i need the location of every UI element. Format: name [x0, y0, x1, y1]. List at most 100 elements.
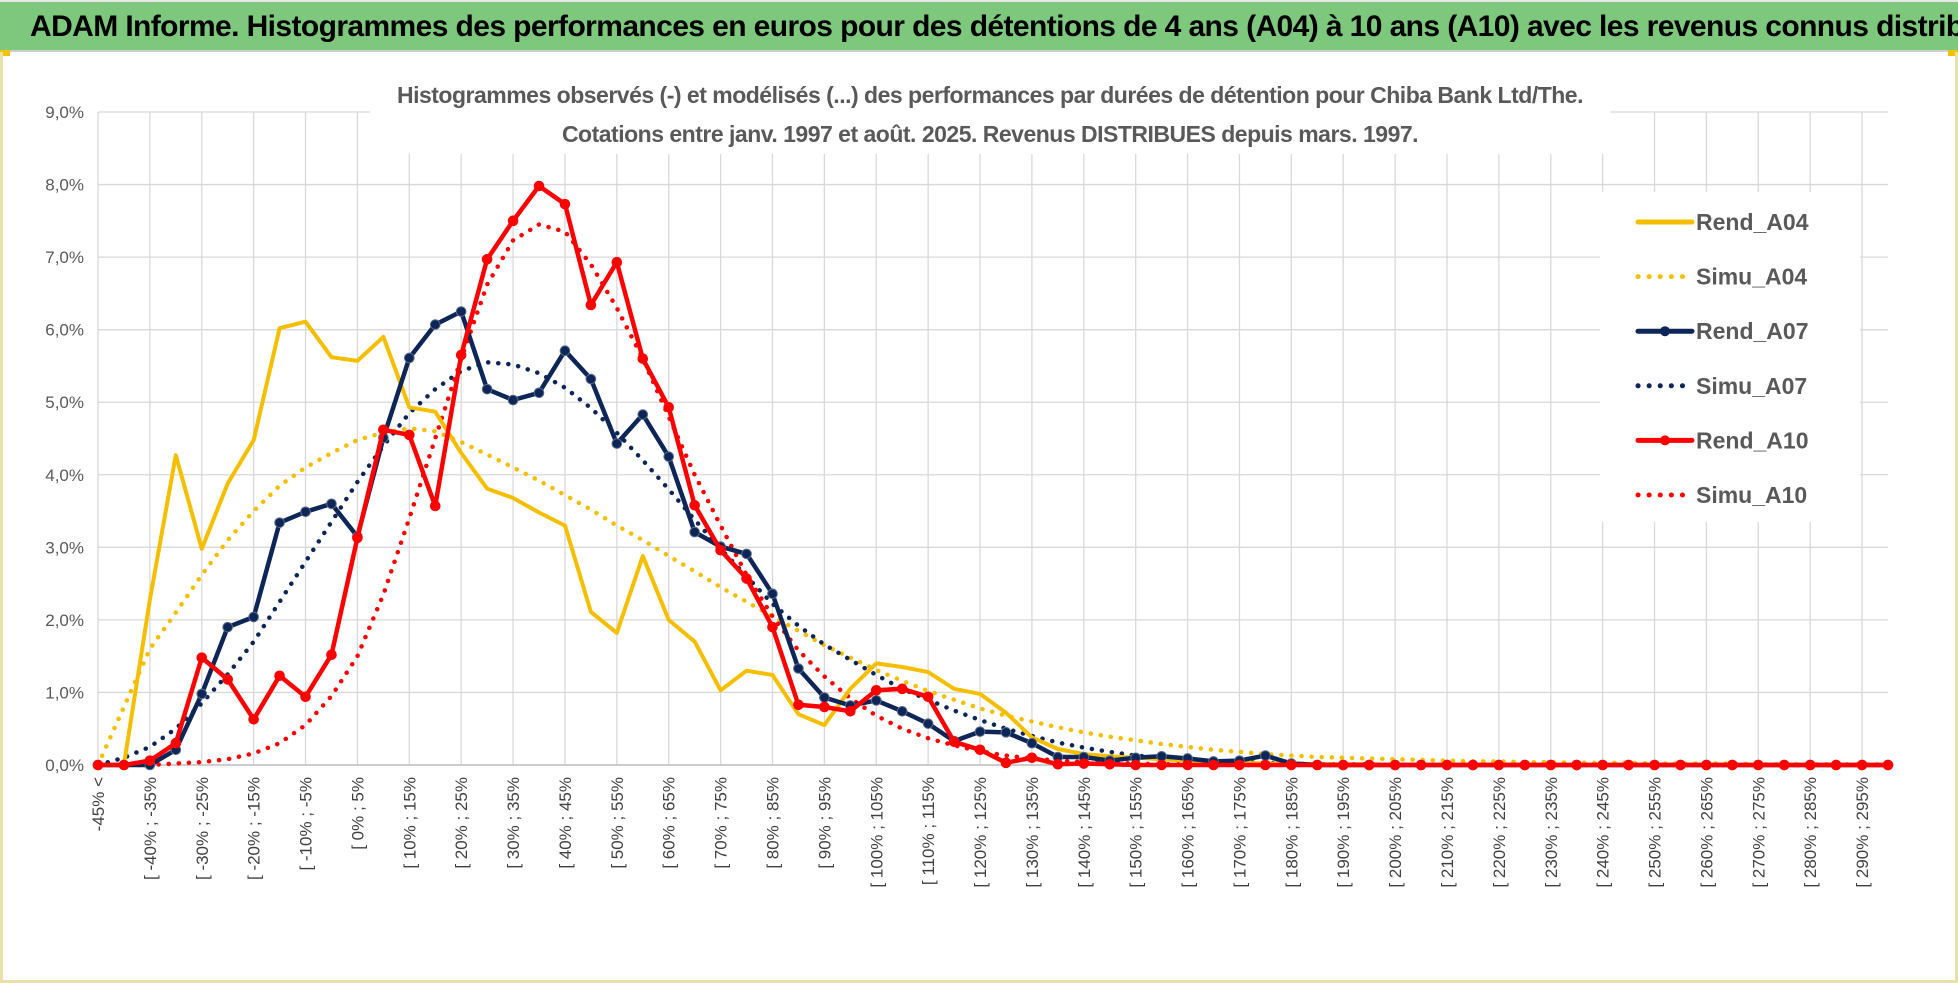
x-tick-label: [ 130% ; 135%	[1023, 777, 1042, 888]
data-point	[118, 759, 130, 771]
y-tick-label: 8,0%	[45, 176, 84, 195]
data-point	[741, 548, 752, 560]
y-tick-label: 9,0%	[45, 103, 84, 122]
x-tick-label: -45% <	[89, 777, 108, 831]
data-point	[715, 544, 726, 556]
y-tick-label: 4,0%	[45, 466, 84, 485]
data-point	[248, 713, 259, 725]
data-point	[507, 394, 519, 406]
data-point	[1571, 759, 1582, 771]
x-tick-label: [ 140% ; 145%	[1075, 777, 1094, 888]
data-point	[1000, 727, 1012, 738]
data-point	[870, 684, 882, 696]
x-tick-label: [ 160% ; 165%	[1179, 777, 1198, 888]
data-point	[222, 621, 234, 633]
x-tick-label: [ 40% ; 45%	[556, 777, 575, 869]
data-point	[1467, 759, 1479, 771]
data-point	[1649, 759, 1660, 771]
x-axis-ticks: -45% < [ -40% ; -35% [ -30% ; -25% [ -20% ;…	[89, 777, 1872, 888]
data-point	[378, 424, 389, 436]
data-point	[455, 349, 467, 361]
data-point	[1208, 759, 1219, 771]
data-point	[1597, 759, 1608, 771]
data-point	[429, 500, 441, 512]
data-point	[819, 692, 830, 703]
data-point	[1675, 759, 1686, 771]
data-point	[663, 451, 675, 462]
data-point	[689, 526, 700, 538]
legend-label: Simu_A10	[1696, 482, 1807, 508]
data-point	[767, 588, 778, 600]
legend-label: Simu_A07	[1696, 373, 1807, 399]
x-tick-label: [ 210% ; 215%	[1438, 777, 1457, 888]
data-point	[637, 409, 649, 420]
data-point	[326, 498, 337, 510]
data-point	[1337, 759, 1349, 771]
data-point	[585, 373, 597, 385]
data-point	[196, 688, 208, 700]
chart-subtitle: Cotations entre janv. 1997 et août. 2025…	[562, 121, 1418, 147]
data-point	[92, 759, 104, 771]
data-point	[196, 652, 208, 663]
data-point	[1078, 758, 1090, 769]
series-line-rend_a10	[95, 183, 1891, 768]
data-point	[1311, 759, 1323, 771]
x-tick-label: [ 280% ; 285%	[1801, 777, 1820, 888]
y-tick-label: 5,0%	[45, 393, 84, 412]
data-point	[974, 726, 986, 737]
x-tick-label: [ 230% ; 235%	[1542, 777, 1561, 888]
chart-frame	[0, 52, 1958, 983]
data-point	[1260, 750, 1271, 761]
data-point	[1130, 759, 1141, 771]
x-tick-label: [ 50% ; 55%	[608, 777, 627, 869]
data-point	[429, 319, 441, 330]
data-point	[974, 744, 986, 756]
legend-marker	[1660, 435, 1670, 446]
data-point	[404, 352, 415, 364]
series-line-simu_a07	[95, 360, 1891, 768]
data-point	[1156, 759, 1167, 771]
legend-label: Rend_A10	[1696, 427, 1808, 453]
data-point	[1389, 759, 1401, 771]
x-tick-label: [ 80% ; 85%	[763, 777, 782, 869]
x-tick-label: [ 190% ; 195%	[1334, 777, 1353, 888]
data-point	[481, 383, 493, 395]
corner-marker-left	[0, 50, 10, 56]
data-point	[1286, 759, 1297, 771]
data-point	[1441, 759, 1453, 771]
data-point	[585, 299, 597, 311]
data-point	[326, 649, 337, 661]
x-tick-label: [ 180% ; 185%	[1282, 777, 1301, 888]
data-point	[300, 691, 311, 703]
x-tick-label: [ 260% ; 265%	[1697, 777, 1716, 888]
header-banner: ADAM Informe. Histogrammes des performan…	[0, 0, 1958, 52]
data-point	[404, 429, 415, 441]
data-point	[1234, 759, 1245, 771]
data-point	[1856, 759, 1868, 771]
data-point	[611, 256, 623, 268]
x-tick-label: [ 270% ; 275%	[1749, 777, 1768, 888]
x-tick-label: [ 200% ; 205%	[1386, 777, 1405, 888]
legend-label: Simu_A04	[1696, 264, 1807, 290]
data-point	[1260, 759, 1271, 771]
data-point	[1545, 759, 1557, 771]
series-group	[92, 180, 1894, 771]
data-point	[1415, 759, 1427, 771]
x-tick-label: [ 0% ; 5%	[348, 777, 367, 850]
x-tick-label: [ 90% ; 95%	[815, 777, 834, 869]
data-point	[922, 691, 934, 703]
y-tick-label: 6,0%	[45, 321, 84, 340]
data-point	[455, 306, 467, 317]
x-tick-label: [ -20% ; -15%	[245, 777, 264, 880]
y-tick-label: 1,0%	[45, 683, 84, 702]
x-tick-label: [ 220% ; 225%	[1490, 777, 1509, 888]
title-background	[370, 76, 1610, 154]
data-point	[1778, 759, 1790, 771]
data-point	[1493, 759, 1505, 771]
x-tick-label: [ 150% ; 155%	[1127, 777, 1146, 888]
x-tick-label: [ 250% ; 255%	[1646, 777, 1665, 888]
data-point	[1156, 750, 1167, 762]
data-point	[144, 755, 156, 766]
data-point	[507, 215, 519, 227]
legend-label: Rend_A04	[1696, 209, 1809, 235]
